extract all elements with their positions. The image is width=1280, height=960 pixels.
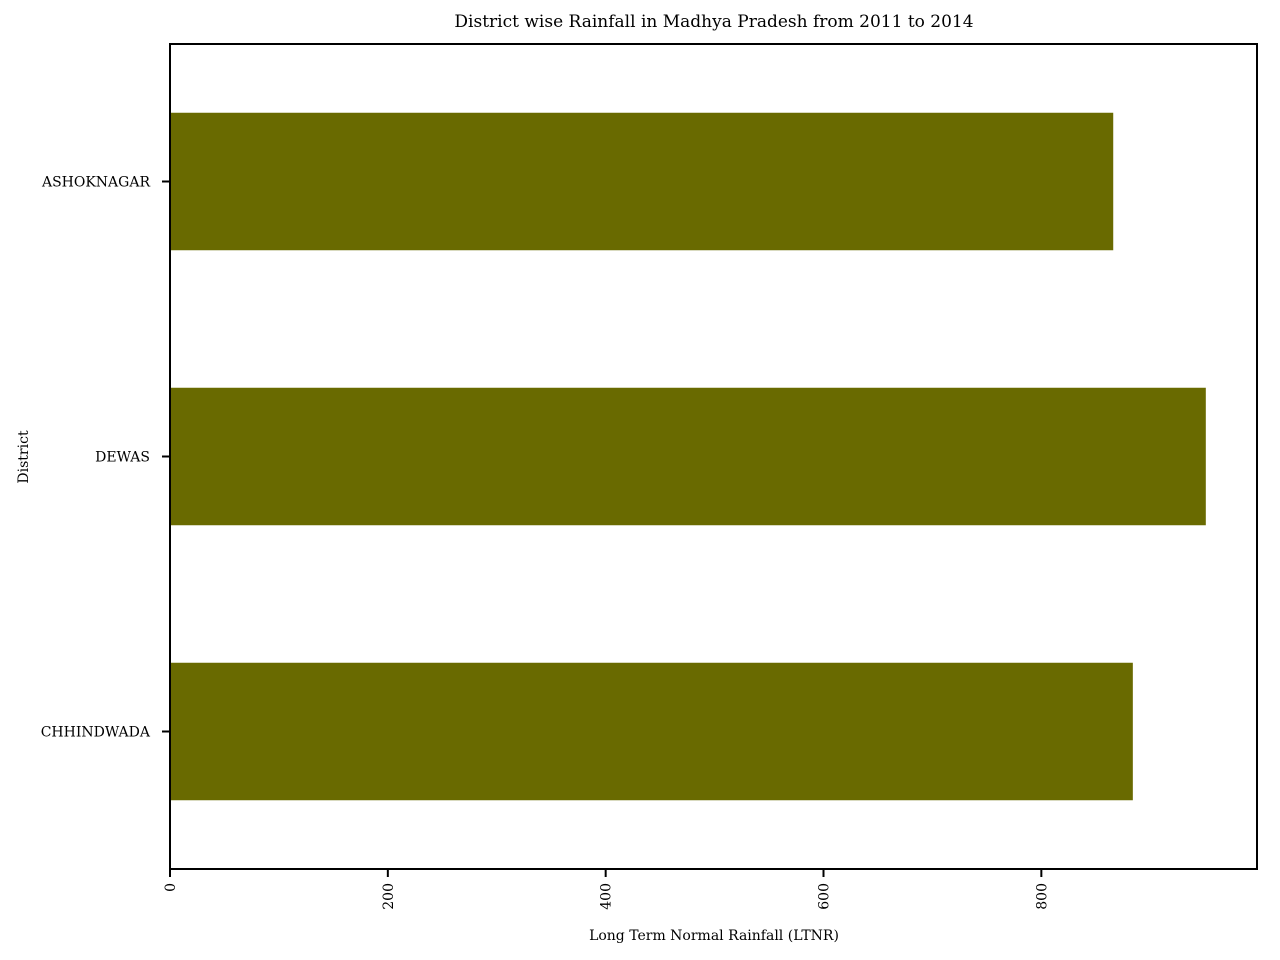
x-tick-label: 200 <box>381 883 397 910</box>
x-ticks: 0 200 400 600 800 <box>163 869 1050 910</box>
bar-chhindwada <box>170 662 1133 801</box>
bar-dewas <box>170 387 1206 526</box>
chart-title: District wise Rainfall in Madhya Pradesh… <box>454 12 973 32</box>
x-tick-label: 600 <box>817 883 833 910</box>
y-tick-label: ASHOKNAGAR <box>41 175 151 191</box>
x-tick-label: 800 <box>1034 883 1050 910</box>
y-axis-label: District <box>16 430 32 484</box>
y-tick-label: CHHINDWADA <box>41 725 151 741</box>
bar-ashoknagar <box>170 112 1114 251</box>
x-tick-label: 400 <box>599 883 615 910</box>
x-tick-label: 0 <box>163 883 179 892</box>
y-tick-label: DEWAS <box>95 450 150 466</box>
x-axis-label: Long Term Normal Rainfall (LTNR) <box>589 928 839 944</box>
bars-group <box>170 112 1206 801</box>
y-ticks: ASHOKNAGAR DEWAS CHHINDWADA <box>41 175 170 741</box>
